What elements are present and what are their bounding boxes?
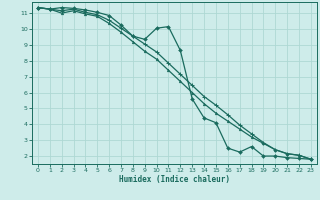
X-axis label: Humidex (Indice chaleur): Humidex (Indice chaleur) [119,175,230,184]
